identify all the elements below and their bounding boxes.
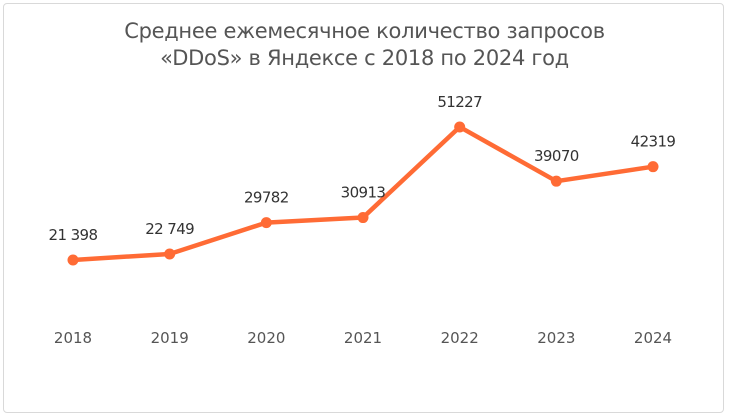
- x-tick-2022: 2022: [441, 329, 479, 347]
- chart-title: Среднее ежемесячное количество запросов …: [0, 18, 729, 72]
- data-label-2019: 22 749: [145, 220, 194, 238]
- data-label-2023: 39070: [534, 147, 579, 165]
- x-tick-2024: 2024: [634, 329, 672, 347]
- chart-frame: [3, 3, 724, 413]
- x-tick-2023: 2023: [537, 329, 575, 347]
- data-label-2021: 30913: [341, 184, 386, 202]
- data-point-2023: [550, 175, 562, 187]
- data-label-2020: 29782: [244, 189, 289, 207]
- data-point-2020: [260, 217, 272, 229]
- x-tick-2020: 2020: [247, 329, 285, 347]
- data-point-2019: [164, 248, 176, 260]
- chart-title-line-2: «DDoS» в Яндексе с 2018 по 2024 год: [160, 46, 569, 70]
- data-point-2021: [357, 212, 369, 224]
- chart-title-line-1: Среднее ежемесячное количество запросов: [124, 19, 605, 43]
- data-point-2022: [454, 121, 466, 133]
- x-tick-2021: 2021: [344, 329, 382, 347]
- data-point-2024: [647, 161, 659, 173]
- data-point-2018: [67, 254, 79, 266]
- data-label-2018: 21 398: [49, 226, 98, 244]
- data-label-2024: 42319: [631, 133, 676, 151]
- x-tick-2018: 2018: [54, 329, 92, 347]
- x-tick-2019: 2019: [151, 329, 189, 347]
- data-label-2022: 51227: [437, 93, 482, 111]
